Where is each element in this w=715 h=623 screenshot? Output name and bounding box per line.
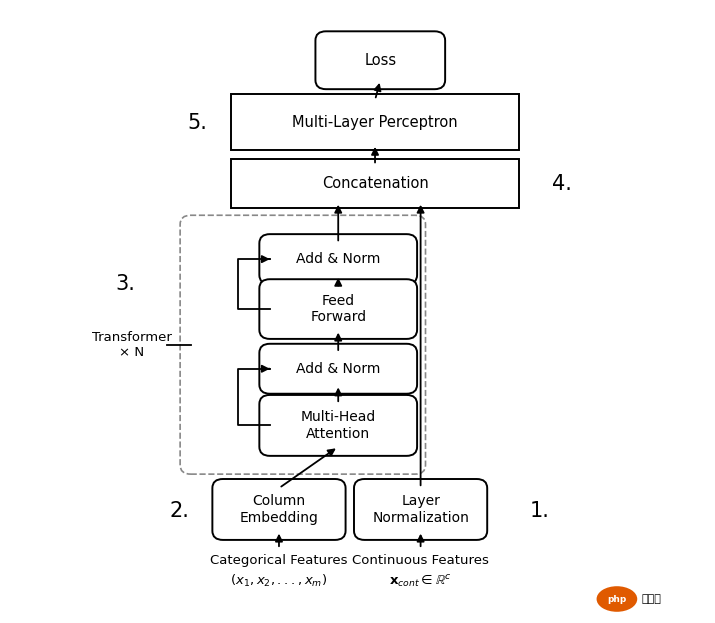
Text: Multi-Layer Perceptron: Multi-Layer Perceptron xyxy=(292,115,458,130)
Text: 4.: 4. xyxy=(553,174,572,194)
Text: 中文网: 中文网 xyxy=(641,594,661,604)
Text: Layer
Normalization: Layer Normalization xyxy=(373,495,469,525)
Text: Add & Norm: Add & Norm xyxy=(296,362,380,376)
FancyBboxPatch shape xyxy=(260,234,417,284)
FancyBboxPatch shape xyxy=(260,344,417,394)
Text: Continuous Features: Continuous Features xyxy=(352,553,489,566)
Text: Multi-Head
Attention: Multi-Head Attention xyxy=(300,411,376,440)
Text: Loss: Loss xyxy=(364,53,396,68)
Text: Feed
Forward: Feed Forward xyxy=(310,294,366,324)
Text: 3.: 3. xyxy=(116,274,135,294)
FancyBboxPatch shape xyxy=(260,279,417,339)
Text: 2.: 2. xyxy=(169,502,189,521)
Text: 1.: 1. xyxy=(529,502,549,521)
Text: Transformer
× N: Transformer × N xyxy=(92,331,172,359)
Text: 5.: 5. xyxy=(188,113,207,133)
Text: $\mathbf{x}_{cont} \in \mathbb{R}^c$: $\mathbf{x}_{cont} \in \mathbb{R}^c$ xyxy=(389,573,452,589)
FancyBboxPatch shape xyxy=(354,479,487,540)
FancyBboxPatch shape xyxy=(260,395,417,456)
FancyBboxPatch shape xyxy=(231,94,519,150)
Text: $(x_1, x_2, ..., x_m)$: $(x_1, x_2, ..., x_m)$ xyxy=(230,573,327,589)
Text: Concatenation: Concatenation xyxy=(322,176,428,191)
Text: Categorical Features: Categorical Features xyxy=(210,553,347,566)
Ellipse shape xyxy=(596,586,637,612)
Text: Column
Embedding: Column Embedding xyxy=(240,495,318,525)
FancyBboxPatch shape xyxy=(231,159,519,208)
Text: Add & Norm: Add & Norm xyxy=(296,252,380,266)
Text: php: php xyxy=(607,594,626,604)
FancyBboxPatch shape xyxy=(315,31,445,89)
FancyBboxPatch shape xyxy=(212,479,345,540)
